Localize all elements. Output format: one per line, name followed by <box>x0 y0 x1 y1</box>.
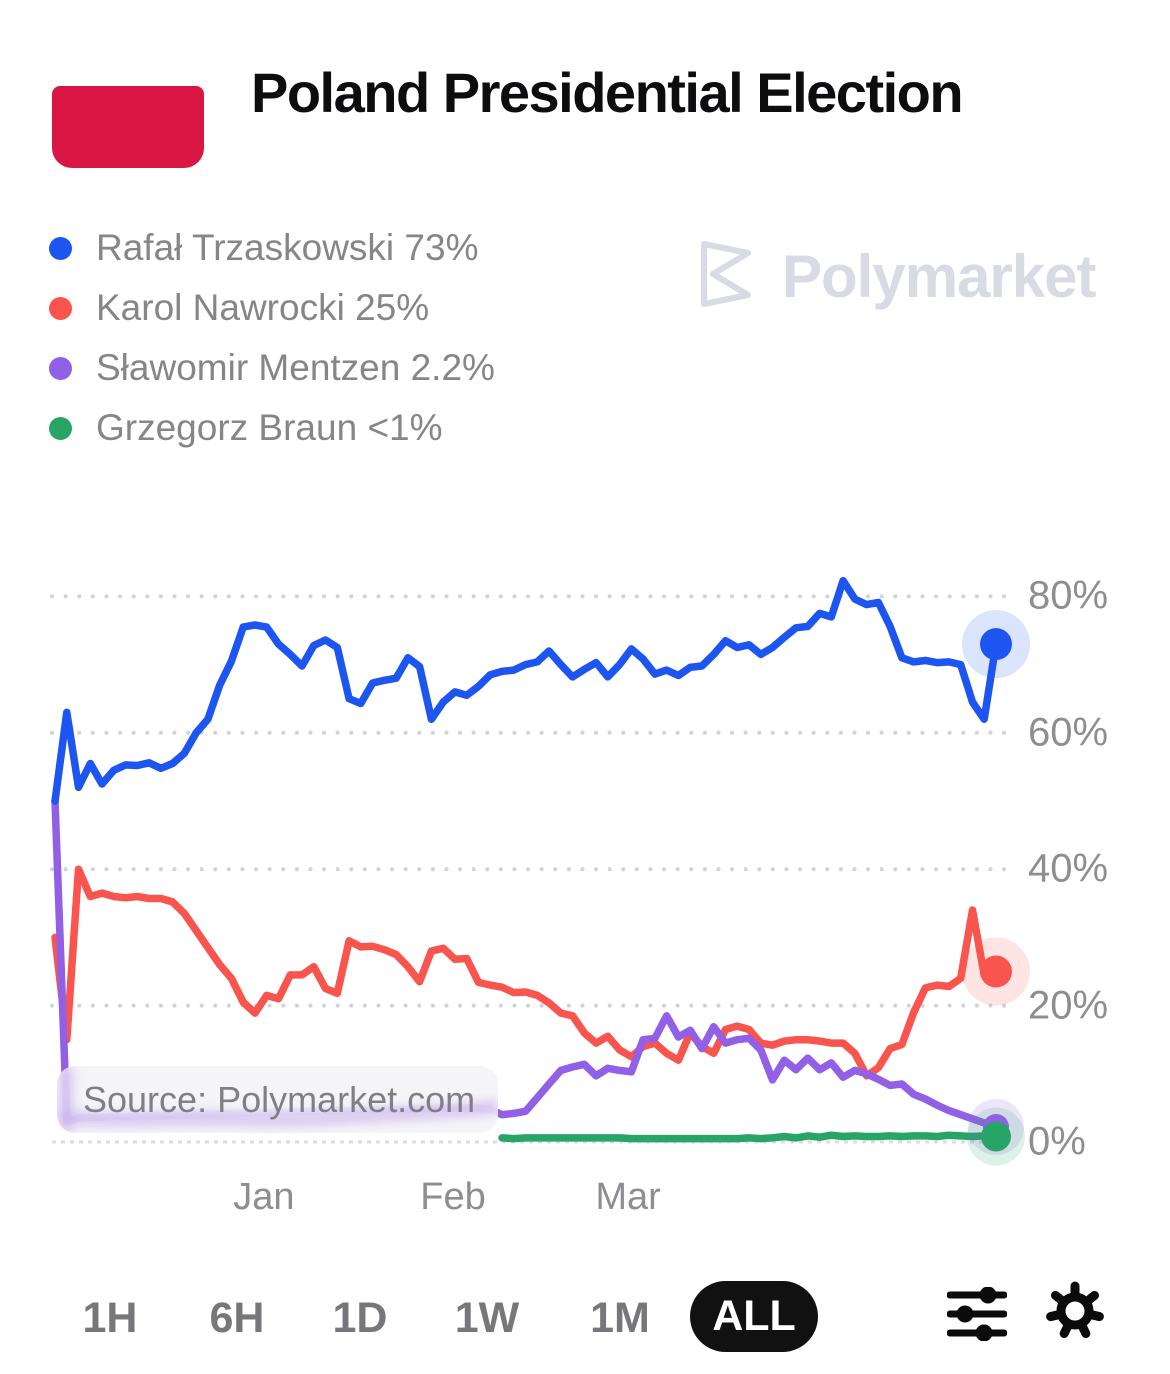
x-axis-label: Mar <box>595 1176 661 1218</box>
legend-item-label: Rafał Trzaskowski 73% <box>96 227 479 268</box>
y-axis-label: 40% <box>1028 846 1109 891</box>
range-button-6h[interactable]: 6H <box>209 1294 265 1342</box>
range-button-1d[interactable]: 1D <box>332 1294 388 1342</box>
series-line-grzegorz-braun <box>498 1131 1000 1143</box>
legend-item-trzaskowski: Rafał Trzaskowski 73% <box>49 218 495 278</box>
settings-button[interactable] <box>1045 1281 1105 1346</box>
range-button-1h[interactable]: 1H <box>82 1294 138 1342</box>
legend-dot-purple-icon <box>49 356 72 380</box>
y-axis-label: 60% <box>1028 710 1109 755</box>
filter-sliders-button[interactable] <box>946 1286 1008 1346</box>
polymarket-logo-icon <box>700 238 756 315</box>
legend-item-nawrocki: Karol Nawrocki 25% <box>49 278 495 338</box>
y-axis-label: 80% <box>1028 573 1109 618</box>
gear-icon <box>1045 1281 1105 1345</box>
end-dot-karol-nawrocki <box>980 955 1012 988</box>
legend: Rafał Trzaskowski 73% Karol Nawrocki 25%… <box>49 218 495 458</box>
page-title: Poland Presidential Election <box>251 61 964 124</box>
legend-dot-green-icon <box>49 416 72 440</box>
range-button-1w[interactable]: 1W <box>454 1294 520 1342</box>
sliders-icon <box>946 1286 1008 1345</box>
legend-dot-blue-icon <box>49 236 72 260</box>
legend-item-label: Karol Nawrocki 25% <box>96 287 430 328</box>
source-badge: Source: Polymarket.com <box>57 1066 498 1133</box>
legend-item-label: Grzegorz Braun <1% <box>96 407 443 448</box>
source-label: Source: Polymarket.com <box>83 1078 476 1120</box>
polymarket-watermark: Polymarket <box>700 238 1096 315</box>
x-axis-label: Jan <box>233 1176 295 1218</box>
series-line-rafa-trzaskowski <box>51 576 1000 805</box>
legend-item-mentzen: Sławomir Mentzen 2.2% <box>49 338 495 398</box>
y-axis-label: 20% <box>1028 983 1109 1028</box>
legend-item-braun: Grzegorz Braun <1% <box>49 398 495 458</box>
legend-dot-red-icon <box>49 296 72 320</box>
range-button-1m[interactable]: 1M <box>590 1294 650 1342</box>
poland-flag-thumbnail <box>52 86 204 168</box>
x-axis-label: Feb <box>420 1176 486 1218</box>
watermark-text: Polymarket <box>782 243 1096 310</box>
range-button-all-selected[interactable]: ALL <box>690 1281 818 1352</box>
blurred-line-decoration <box>57 1066 498 1133</box>
y-axis-label: 0% <box>1028 1119 1086 1164</box>
series-line-karol-nawrocki <box>51 865 1000 1080</box>
end-dot-rafa-trzaskowski <box>980 628 1012 661</box>
end-dot-grzegorz-braun <box>981 1121 1011 1152</box>
legend-item-label: Sławomir Mentzen 2.2% <box>96 347 495 388</box>
